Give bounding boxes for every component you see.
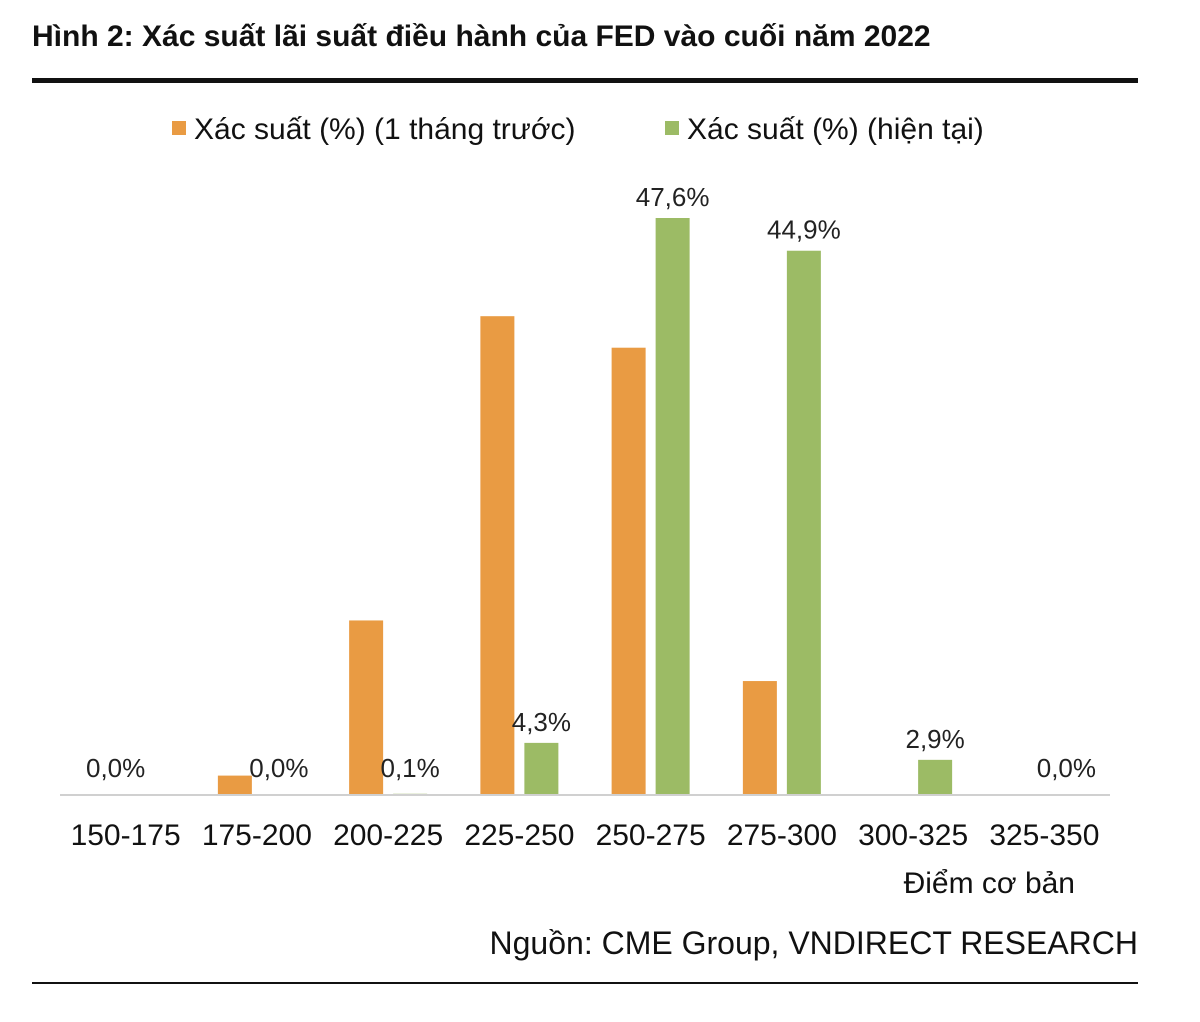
source-note: Nguồn: CME Group, VNDIRECT RESEARCH: [489, 925, 1138, 961]
x-tick-label: 175-200: [202, 819, 312, 852]
bar-2-225-250: [524, 742, 559, 795]
bar-1-175-200: [217, 775, 252, 795]
bottom-rule: [32, 982, 1138, 984]
data-labels: 0,0% 0,0% 0,1% 4,3% 47,6% 44,9% 2,9% 0,0%: [86, 182, 1096, 783]
legend-swatch-2: [665, 121, 679, 135]
top-rule: [32, 78, 1138, 83]
bar-2-275-300: [786, 250, 821, 795]
data-label: 0,1%: [380, 753, 439, 783]
x-tick-label: 150-175: [71, 819, 181, 852]
bar-chart: Xác suất (%) (1 tháng trước) Xác suất (%)…: [60, 113, 1110, 900]
x-tick-label: 300-325: [858, 819, 968, 852]
data-label: 0,0%: [86, 753, 145, 783]
legend: Xác suất (%) (1 tháng trước) Xác suất (%)…: [172, 113, 984, 146]
legend-label-1: Xác suất (%) (1 tháng trước): [194, 113, 576, 146]
data-label: 2,9%: [905, 724, 964, 754]
bar-2-250-275: [655, 218, 690, 795]
x-tick-labels: 150-175 175-200 200-225 225-250 250-275 275-3…: [71, 819, 1100, 852]
data-label: 4,3%: [512, 707, 571, 737]
bars: [217, 218, 953, 795]
x-tick-label: 250-275: [596, 819, 706, 852]
x-tick-label: 225-250: [464, 819, 574, 852]
bar-1-225-250: [480, 316, 515, 795]
data-label: 47,6%: [636, 182, 710, 212]
x-tick-label: 275-300: [727, 819, 837, 852]
bar-1-275-300: [742, 681, 777, 795]
x-tick-label: 200-225: [333, 819, 443, 852]
bar-1-250-275: [611, 347, 646, 795]
x-tick-label: 325-350: [989, 819, 1099, 852]
bar-2-300-325: [918, 759, 953, 795]
bar-1-200-225: [349, 620, 384, 795]
data-label: 0,0%: [249, 753, 308, 783]
x-axis-title: Điểm cơ bản: [904, 867, 1075, 900]
legend-label-2: Xác suất (%) (hiện tại): [687, 113, 984, 146]
data-label: 44,9%: [767, 215, 841, 245]
data-label: 0,0%: [1037, 753, 1096, 783]
figure-title: Hình 2: Xác suất lãi suất điều hành của …: [32, 20, 931, 53]
legend-swatch-1: [172, 121, 186, 135]
